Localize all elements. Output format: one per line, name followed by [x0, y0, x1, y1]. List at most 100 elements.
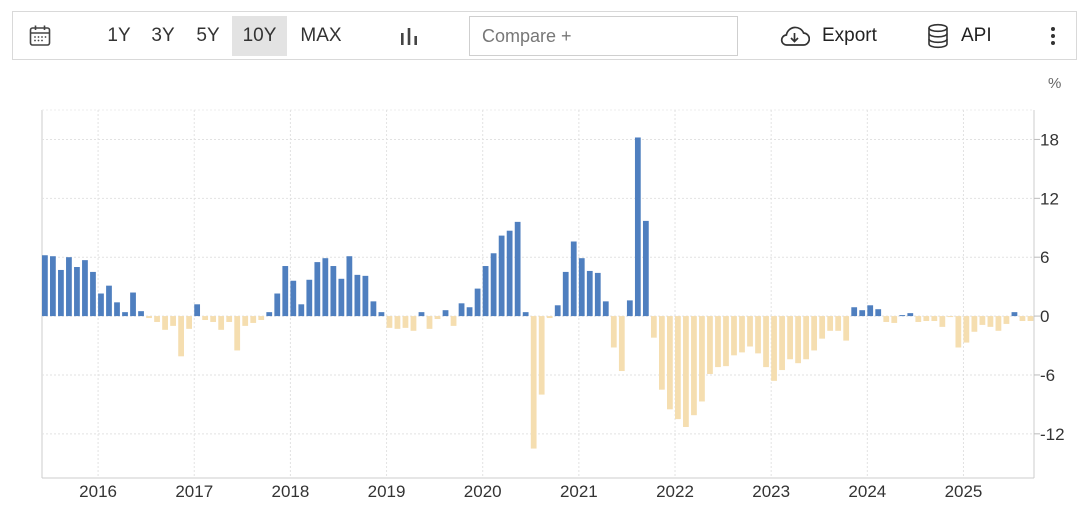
bar: [642, 220, 649, 317]
bar: [306, 279, 313, 317]
bar: [923, 316, 930, 321]
export-button[interactable]: Export: [779, 12, 877, 59]
bar: [258, 316, 265, 321]
bar: [787, 316, 793, 360]
bar: [370, 301, 377, 317]
bar: [602, 301, 609, 317]
chart-toolbar: 1Y 3Y 5Y 10Y MAX Export API: [12, 11, 1077, 60]
bar: [683, 316, 689, 427]
range-3y-button[interactable]: 3Y: [151, 24, 175, 46]
bar: [707, 316, 713, 374]
bar: [851, 307, 858, 317]
bar: [194, 304, 201, 317]
bar: [282, 266, 289, 317]
bar: [899, 315, 906, 317]
bar: [90, 271, 96, 317]
bar: [242, 316, 249, 326]
range-5y-button[interactable]: 5Y: [196, 24, 220, 46]
bar: [410, 316, 417, 331]
bar: [202, 316, 209, 321]
y-tick-label: 12: [1040, 189, 1059, 208]
bar: [274, 293, 281, 317]
bar: [394, 316, 401, 329]
bar: [691, 316, 697, 416]
bar: [178, 316, 184, 357]
bar: [795, 316, 801, 364]
y-tick-label: -6: [1040, 366, 1055, 385]
x-tick-label: 2021: [560, 482, 598, 501]
more-vertical-icon[interactable]: [1043, 12, 1063, 59]
bar: [1003, 316, 1010, 324]
bar: [1019, 316, 1026, 321]
bar: [546, 316, 553, 319]
bar: [426, 316, 433, 329]
x-tick-label: 2024: [848, 482, 886, 501]
bar: [330, 266, 337, 317]
compare-input[interactable]: [469, 16, 738, 56]
bar: [931, 316, 938, 321]
bar: [482, 266, 489, 317]
x-tick-label: 2022: [656, 482, 694, 501]
calendar-icon[interactable]: [27, 12, 53, 59]
database-icon: [928, 23, 948, 48]
bar: [490, 253, 497, 317]
unit-label: %: [1048, 75, 1062, 92]
bar: [939, 316, 946, 327]
x-tick-label: 2017: [175, 482, 213, 501]
range-max-button[interactable]: MAX: [300, 24, 342, 46]
bar: [82, 260, 88, 317]
bar: [290, 280, 297, 317]
bar: [498, 235, 505, 317]
bar: [170, 316, 176, 326]
bar: [186, 316, 192, 329]
bar: [114, 302, 120, 317]
bar: [106, 285, 112, 317]
bar: [634, 137, 641, 317]
api-label: API: [961, 24, 992, 46]
bar: [210, 316, 217, 322]
bar: [146, 316, 152, 319]
bar: [1011, 312, 1018, 317]
bar: [699, 316, 705, 402]
bar: [827, 316, 834, 331]
range-10y-button[interactable]: 10Y: [232, 16, 287, 56]
export-label: Export: [822, 24, 877, 46]
bar: [250, 316, 257, 323]
bar: [723, 316, 729, 367]
bar: [346, 256, 353, 317]
bar: [955, 316, 962, 348]
bar: [314, 262, 321, 317]
bar: [402, 316, 409, 328]
bar: [154, 316, 160, 322]
bar: [947, 316, 954, 318]
bar: [586, 270, 593, 317]
bar: [915, 316, 922, 322]
bar: [554, 305, 561, 317]
bar: [667, 316, 673, 410]
bar: [659, 316, 665, 390]
bar: [819, 316, 826, 339]
bar: [442, 310, 449, 317]
bar: [450, 316, 457, 326]
bar: [843, 316, 850, 341]
range-1y-button[interactable]: 1Y: [107, 24, 131, 46]
bar-chart-icon[interactable]: [397, 12, 421, 59]
bar: [883, 316, 890, 322]
api-button[interactable]: API: [927, 12, 992, 59]
bar: [747, 316, 753, 347]
bar: [811, 316, 818, 351]
bar: [50, 256, 56, 317]
bar: [138, 311, 144, 317]
bar: [218, 316, 225, 330]
bar: [434, 316, 441, 320]
bar: [859, 310, 866, 317]
bar: [530, 316, 537, 449]
bar: [66, 257, 72, 317]
bar: [971, 316, 978, 332]
bar: [362, 275, 369, 317]
bar: [731, 316, 737, 356]
bar: [578, 258, 585, 317]
y-tick-label: 0: [1040, 307, 1049, 326]
y-tick-label: 6: [1040, 248, 1049, 267]
bar: [867, 305, 874, 317]
